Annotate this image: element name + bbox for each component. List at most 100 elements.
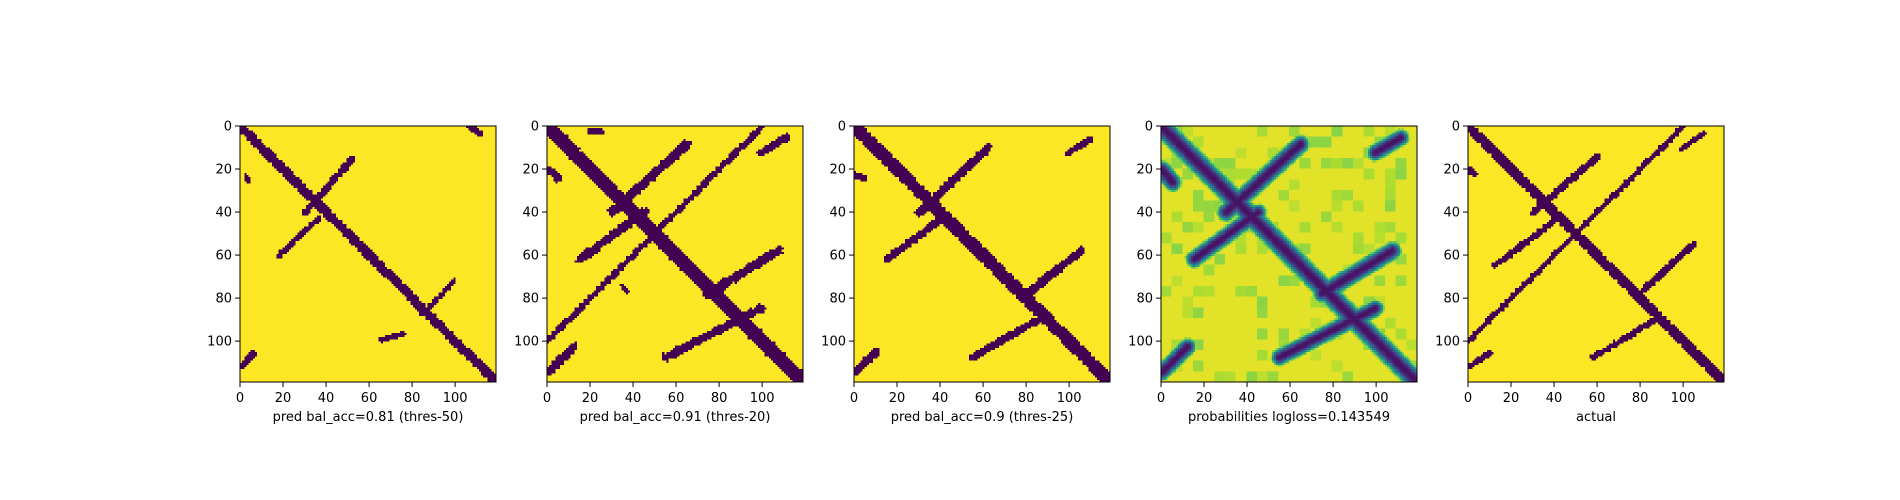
heatmap-cell-run: [858, 138, 878, 142]
heatmap-cell-run: [1310, 224, 1332, 227]
heatmap-cell-run: [1257, 183, 1260, 187]
heatmap-cell-run: [692, 140, 744, 144]
heatmap-cell-run: [1161, 215, 1172, 219]
heatmap-cell-run: [638, 254, 667, 257]
heatmap-cell-run: [854, 352, 870, 355]
heatmap-cell-run: [1014, 337, 1060, 340]
heatmap-cell-run: [329, 177, 339, 180]
heatmap-cell-run: [1203, 183, 1207, 187]
heatmap-cell-run: [941, 204, 1111, 208]
heatmap-cell-run: [1220, 243, 1224, 246]
heatmap-cell-run: [483, 375, 497, 379]
heatmap-cell-run: [282, 247, 292, 251]
heatmap-cell-run: [368, 245, 497, 248]
heatmap-cell-run: [1374, 224, 1386, 227]
heatmap-cell-run: [1214, 251, 1217, 255]
heatmap-cell-run: [1214, 207, 1217, 210]
heatmap-cell-run: [1274, 245, 1277, 248]
heatmap-cell-run: [1385, 226, 1396, 229]
heatmap-cell-run: [1342, 268, 1345, 272]
heatmap-cell-run: [1374, 236, 1386, 240]
heatmap-cell-run: [1184, 260, 1187, 263]
heatmap-cell-run: [1252, 230, 1256, 233]
heatmap-cell-run: [572, 160, 593, 163]
heatmap-cell-run: [1259, 192, 1262, 195]
heatmap-cell-run: [909, 236, 923, 240]
heatmap-cell-run: [254, 350, 458, 353]
heatmap-cell-run: [1265, 234, 1268, 238]
heatmap-cell-run: [1165, 140, 1168, 144]
heatmap-cell-run: [1276, 153, 1279, 157]
heatmap-cell-run: [1286, 262, 1290, 265]
heatmap-cell-run: [854, 369, 863, 372]
heatmap-cell-run: [1078, 258, 1111, 261]
heatmap-cell-run: [1385, 155, 1388, 159]
y-tick-label: 20: [215, 163, 232, 178]
heatmap-cell-run: [1267, 219, 1271, 223]
heatmap-cell-run: [707, 175, 718, 178]
heatmap-cell-run: [1395, 234, 1407, 238]
heatmap-cell-run: [1316, 275, 1320, 278]
heatmap-cell-run: [240, 143, 251, 146]
x-tick-label: 0: [543, 391, 551, 406]
heatmap-cell-run: [1380, 143, 1384, 146]
heatmap-cell-run: [547, 226, 618, 229]
heatmap-cell-run: [1054, 264, 1068, 268]
heatmap-cell-run: [1173, 175, 1177, 178]
heatmap-cell-run: [1214, 219, 1222, 223]
heatmap-cell-run: [1193, 164, 1196, 167]
heatmap-cell-run: [756, 128, 763, 131]
heatmap-cell-run: [1161, 164, 1164, 167]
heatmap-cell-run: [547, 228, 614, 231]
x-tick-label: 100: [750, 391, 775, 406]
heatmap-cell-run: [276, 254, 283, 257]
heatmap-cell-run: [1197, 166, 1200, 169]
heatmap-cell-run: [412, 305, 426, 308]
heatmap-cell-run: [476, 126, 497, 129]
heatmap-cell-run: [1203, 175, 1207, 178]
heatmap-cell-run: [1280, 160, 1283, 163]
heatmap-cell-run: [1265, 224, 1268, 227]
heatmap-cell-run: [1169, 172, 1172, 176]
heatmap-cell-run: [604, 279, 612, 283]
heatmap-cell-run: [1291, 258, 1294, 261]
heatmap-cell-run: [986, 266, 1006, 270]
heatmap-cell-run: [1331, 217, 1418, 221]
heatmap-cell-run: [1280, 239, 1283, 242]
heatmap-cell-run: [583, 260, 625, 263]
heatmap-cell-run: [1167, 164, 1170, 167]
heatmap-cell-run: [1374, 271, 1377, 274]
heatmap-cell-run: [1225, 209, 1228, 212]
heatmap-cell-run: [1372, 158, 1375, 161]
heatmap-cell-run: [909, 170, 957, 174]
heatmap-cell-run: [781, 369, 804, 372]
heatmap-cell-run: [1235, 219, 1239, 223]
heatmap-cell-run: [1233, 200, 1236, 204]
heatmap-cell-run: [796, 364, 804, 368]
heatmap-cell-run: [1163, 162, 1166, 165]
heatmap-cell-run: [1289, 268, 1292, 272]
heatmap-cell-run: [1197, 260, 1200, 263]
heatmap-cell-run: [689, 147, 736, 150]
heatmap-cell-run: [1207, 183, 1211, 187]
heatmap-cell-run: [1195, 251, 1198, 255]
heatmap-cell-run: [1363, 236, 1375, 240]
heatmap-cell-run: [1344, 268, 1347, 272]
heatmap-cell-run: [1389, 145, 1392, 148]
heatmap-cell-run: [1161, 239, 1172, 242]
heatmap-cell-run: [240, 354, 247, 357]
heatmap-cell-run: [647, 234, 669, 238]
heatmap-cell-run: [291, 183, 307, 187]
heatmap-cell-run: [1306, 140, 1309, 144]
heatmap-cell-run: [994, 339, 1011, 342]
heatmap-cell-run: [1355, 266, 1358, 270]
heatmap-cell-run: [1385, 249, 1388, 253]
heatmap-cell-run: [747, 335, 768, 338]
heatmap-cell-run: [1193, 177, 1198, 180]
heatmap-cell-run: [1216, 183, 1219, 187]
heatmap-cell-run: [685, 341, 704, 344]
heatmap-cell-run: [455, 335, 497, 338]
heatmap-cell-run: [1178, 158, 1181, 161]
heatmap-cell-run: [1235, 222, 1239, 225]
heatmap-cell-run: [1365, 258, 1369, 261]
